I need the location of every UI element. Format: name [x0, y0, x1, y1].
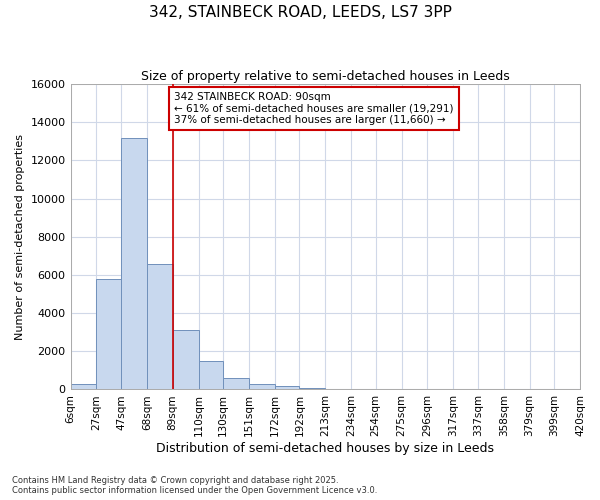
X-axis label: Distribution of semi-detached houses by size in Leeds: Distribution of semi-detached houses by … [156, 442, 494, 455]
Y-axis label: Number of semi-detached properties: Number of semi-detached properties [15, 134, 25, 340]
Bar [71, 384, 97, 390]
Bar [275, 386, 299, 390]
Bar [199, 361, 223, 390]
Bar [299, 388, 325, 390]
Bar [97, 279, 121, 390]
Bar [325, 388, 351, 390]
Bar [147, 264, 173, 390]
Bar [249, 384, 275, 390]
Text: Contains HM Land Registry data © Crown copyright and database right 2025.
Contai: Contains HM Land Registry data © Crown c… [12, 476, 377, 495]
Bar [173, 330, 199, 390]
Text: 342, STAINBECK ROAD, LEEDS, LS7 3PP: 342, STAINBECK ROAD, LEEDS, LS7 3PP [149, 5, 451, 20]
Bar [223, 378, 249, 390]
Bar [121, 138, 147, 390]
Text: 342 STAINBECK ROAD: 90sqm
← 61% of semi-detached houses are smaller (19,291)
37%: 342 STAINBECK ROAD: 90sqm ← 61% of semi-… [174, 92, 454, 125]
Title: Size of property relative to semi-detached houses in Leeds: Size of property relative to semi-detach… [141, 70, 509, 83]
